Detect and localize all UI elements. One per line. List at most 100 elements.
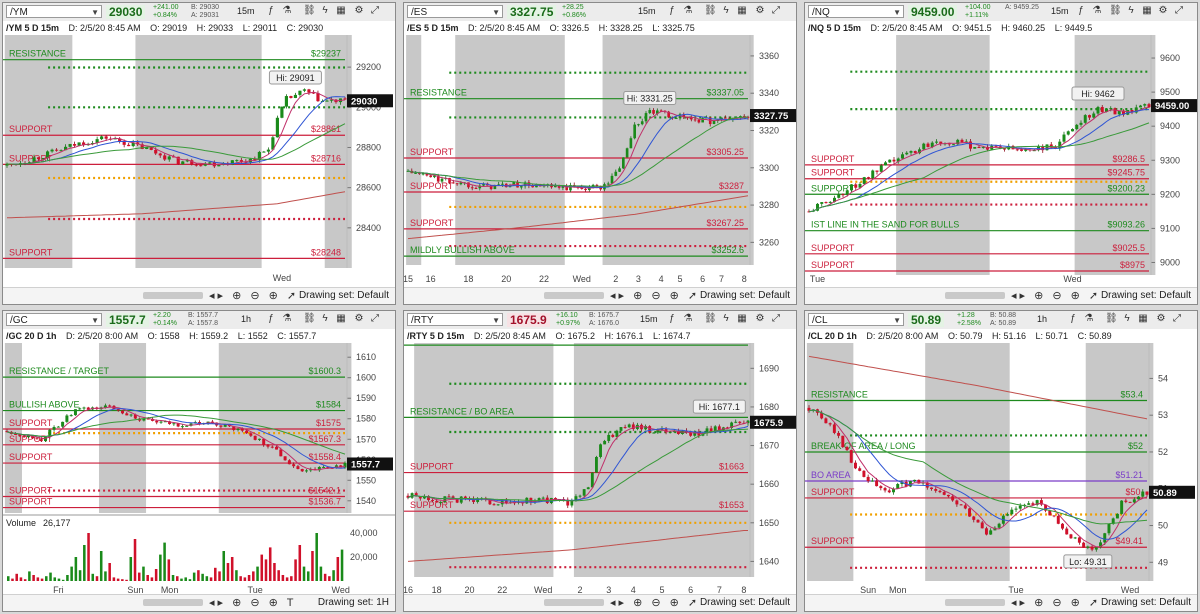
aggregation-selector[interactable]: 15m	[237, 6, 255, 16]
aggregation-selector[interactable]: 15m	[640, 314, 658, 324]
candle-body	[590, 472, 594, 488]
grid-icon[interactable]: ▦	[737, 5, 747, 16]
style-icon[interactable]: ϟ	[322, 5, 328, 16]
drawing-set-selector[interactable]: Drawing set: Default	[699, 597, 790, 608]
indicator-icon[interactable]: ƒ	[1078, 5, 1084, 16]
chart-panel-rty[interactable]: /RTY ▼ 1675.9 +16.10 +0.97% B: 1675.7 A: 16…	[403, 310, 797, 612]
chart-panel-es[interactable]: /ES ▼ 3327.75 +28.25 +0.86% 15m ƒ ⚗ ⛓ ϟ ▦ …	[403, 2, 797, 305]
link-icon[interactable]: ⛓	[303, 313, 316, 324]
candle-body	[1124, 500, 1128, 502]
style-icon[interactable]: ϟ	[322, 313, 328, 324]
candle-body	[447, 496, 451, 498]
maximize-icon[interactable]: ⤢	[371, 5, 379, 16]
settings-icon[interactable]: ⚙	[354, 5, 364, 16]
drawing-set-selector[interactable]: Drawing set: Default	[699, 290, 790, 301]
maximize-icon[interactable]: ⤢	[772, 5, 780, 16]
drawing-set-selector[interactable]: Drawing set: Default	[1100, 290, 1191, 301]
aggregation-selector[interactable]: 15m	[638, 6, 656, 16]
candle-body	[443, 496, 447, 503]
price-chart[interactable]: 1640 1650 1660 1670 1680 1690 16 18 20 22 Wed 2 3 4 5 6…	[404, 343, 797, 597]
grid-icon[interactable]: ▦	[336, 5, 346, 16]
scrollbar[interactable]	[143, 599, 203, 606]
volume-bar	[268, 547, 272, 581]
beaker-icon[interactable]: ⚗	[683, 313, 693, 324]
beaker-icon[interactable]: ⚗	[683, 5, 693, 16]
beaker-icon[interactable]: ⚗	[282, 313, 292, 324]
symbol-selector[interactable]: /GC ▼	[6, 313, 102, 326]
volume-bar	[95, 576, 99, 581]
chart-panel-ym[interactable]: /YM ▼ 29030 +241.00 +0.84% B: 29030 A: 2903…	[2, 2, 396, 305]
settings-icon[interactable]: ⚙	[1156, 313, 1166, 324]
indicator-icon[interactable]: ƒ	[669, 313, 675, 324]
price-chart[interactable]: 9000 9100 9200 9300 9400 9500 9600 Tue Wed SUPPOR…	[805, 35, 1198, 290]
symbol-selector[interactable]: /ES ▼	[407, 5, 503, 18]
link-icon[interactable]: ⛓	[704, 5, 717, 16]
drawing-set-selector[interactable]: Drawing set: Default	[1100, 597, 1191, 608]
chart-panel-nq[interactable]: /NQ ▼ 9459.00 +104.00 +1.11% A: 9459.25 15…	[804, 2, 1198, 305]
navigation-icons[interactable]: ◂▸ ⊕ ⊖ ⊕ ➚	[1011, 290, 1102, 302]
indicator-icon[interactable]: ƒ	[268, 313, 274, 324]
maximize-icon[interactable]: ⤢	[1175, 5, 1183, 16]
settings-icon[interactable]: ⚙	[1158, 5, 1168, 16]
symbol-selector[interactable]: /NQ ▼	[808, 5, 904, 18]
grid-icon[interactable]: ▦	[737, 313, 747, 324]
aggregation-selector[interactable]: 15m	[1051, 6, 1069, 16]
indicator-icon[interactable]: ƒ	[268, 5, 274, 16]
candle-body	[48, 429, 52, 438]
navigation-icons[interactable]: ◂▸ ⊕ ⊖ ⊕ ➚	[610, 290, 701, 302]
style-icon[interactable]: ϟ	[1124, 313, 1130, 324]
grid-icon[interactable]: ▦	[1138, 313, 1148, 324]
price-chart[interactable]: 495051525354SunMonTueWedRESISTANCE$53.4B…	[805, 343, 1198, 597]
style-icon[interactable]: ϟ	[723, 5, 729, 16]
symbol-selector[interactable]: /RTY ▼	[407, 313, 503, 326]
candle-body	[113, 138, 117, 140]
grid-icon[interactable]: ▦	[336, 313, 346, 324]
candle-body	[467, 182, 470, 188]
aggregation-selector[interactable]: 1h	[1037, 314, 1048, 324]
link-icon[interactable]: ⛓	[303, 5, 316, 16]
drawing-set-selector[interactable]: Drawing set: Default	[298, 290, 389, 301]
navigation-icons[interactable]: ◂▸ ⊕ ⊖ ⊕ ➚	[1011, 597, 1102, 609]
scrollbar[interactable]	[544, 599, 604, 606]
price-chart[interactable]: 284002860028800290002920029400WedRESISTA…	[3, 35, 396, 290]
candle-body	[888, 159, 892, 163]
navigation-icons[interactable]: ◂▸ ⊕ ⊖ ⊕ T	[209, 597, 297, 609]
chart-panel-gc[interactable]: /GC ▼ 1557.7 +2.20 +0.14% B: 1557.7 A: 1557…	[2, 310, 396, 612]
maximize-icon[interactable]: ⤢	[772, 313, 780, 324]
x-tick-label: 3	[636, 274, 641, 284]
scrollbar[interactable]	[945, 292, 1005, 299]
drawing-set-selector[interactable]: Drawing set: 1H	[317, 597, 389, 608]
price-chart[interactable]: 15401550156015701580159016001610FriSunMo…	[3, 343, 396, 597]
axis-last-price-box	[347, 457, 393, 471]
candle-body	[316, 92, 320, 102]
level-value-label: $3305.25	[706, 147, 744, 157]
scrollbar[interactable]	[945, 599, 1005, 606]
indicator-icon[interactable]: ƒ	[1070, 313, 1076, 324]
settings-icon[interactable]: ⚙	[755, 313, 765, 324]
grid-icon[interactable]: ▦	[1142, 5, 1152, 16]
maximize-icon[interactable]: ⤢	[1173, 313, 1181, 324]
navigation-icons[interactable]: ◂▸ ⊕ ⊖ ⊕ ➚	[209, 290, 300, 302]
maximize-icon[interactable]: ⤢	[371, 313, 379, 324]
style-icon[interactable]: ϟ	[1128, 5, 1134, 16]
chart-panel-cl[interactable]: /CL ▼ 50.89 +1.28 +2.58% B: 50.88 A: 50.89 …	[804, 310, 1198, 612]
price-chart[interactable]: 3260 3280 3300 3320 3340 3360 15 16 18 20 22 Wed 2 3 4…	[404, 35, 797, 290]
scrollbar[interactable]	[544, 292, 604, 299]
symbol-selector[interactable]: /YM ▼	[6, 5, 102, 18]
style-icon[interactable]: ϟ	[723, 313, 729, 324]
settings-icon[interactable]: ⚙	[354, 313, 364, 324]
link-icon[interactable]: ⛓	[1109, 5, 1122, 16]
beaker-icon[interactable]: ⚗	[1092, 5, 1102, 16]
x-tick-label: Mon	[161, 585, 179, 595]
link-icon[interactable]: ⛓	[704, 313, 717, 324]
scrollbar[interactable]	[143, 292, 203, 299]
indicator-icon[interactable]: ƒ	[669, 5, 675, 16]
beaker-icon[interactable]: ⚗	[282, 5, 292, 16]
settings-icon[interactable]: ⚙	[755, 5, 765, 16]
aggregation-selector[interactable]: 1h	[241, 314, 252, 324]
candle-body	[463, 496, 467, 499]
link-icon[interactable]: ⛓	[1105, 313, 1118, 324]
symbol-selector[interactable]: /CL ▼	[808, 313, 904, 326]
beaker-icon[interactable]: ⚗	[1084, 313, 1094, 324]
navigation-icons[interactable]: ◂▸ ⊕ ⊖ ⊕ ➚	[610, 597, 701, 609]
